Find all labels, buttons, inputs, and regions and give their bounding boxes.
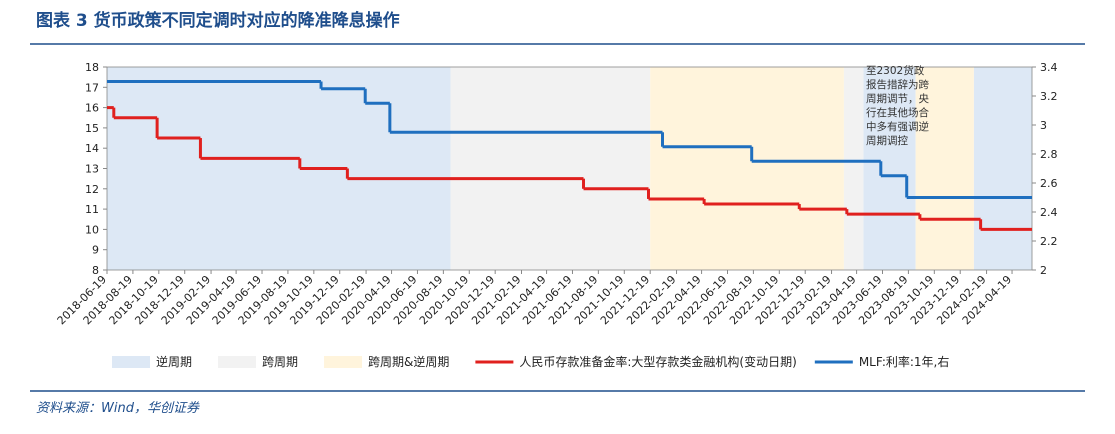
- legend-label: 跨周期&逆周期: [368, 354, 449, 369]
- y-tick-label: 9: [92, 244, 99, 257]
- y2-tick-label: 2.8: [1040, 148, 1058, 161]
- period-band: [107, 67, 451, 270]
- legend-label: MLF:利率:1年,右: [859, 354, 950, 369]
- y-tick-label: 15: [85, 122, 99, 135]
- y-tick-label: 17: [85, 81, 99, 94]
- annotation: 至2302货政报告措辞为跨周期调节，央行在其他场合中多有强调逆周期调控: [866, 65, 929, 147]
- y-tick-label: 8: [92, 264, 99, 277]
- period-band: [450, 67, 651, 270]
- legend-swatch: [324, 356, 363, 368]
- period-band: [915, 67, 974, 270]
- period-band: [863, 67, 916, 270]
- y-tick-label: 10: [85, 223, 99, 236]
- legend-swatch: [218, 356, 257, 368]
- y2-tick-label: 2.2: [1040, 235, 1058, 248]
- period-band: [843, 67, 864, 270]
- y2-tick-label: 3: [1040, 119, 1047, 132]
- y-tick-label: 16: [85, 102, 99, 115]
- y2-tick-label: 2.6: [1040, 177, 1058, 190]
- chart-title: 图表 3 货币政策不同定调时对应的降准降息操作: [36, 10, 400, 31]
- legend-label: 人民币存款准备金率:大型存款类金融机构(变动日期): [519, 354, 796, 369]
- y-tick-label: 12: [85, 183, 99, 196]
- source: 资料来源：Wind，华创证券: [36, 401, 200, 416]
- period-band: [650, 67, 844, 270]
- legend-swatch: [112, 356, 150, 368]
- y-tick-label: 14: [85, 142, 99, 155]
- y2-tick-label: 3.2: [1040, 90, 1058, 103]
- y2-tick-label: 2.4: [1040, 206, 1058, 219]
- y2-tick-label: 3.4: [1040, 61, 1058, 74]
- y2-tick-label: 2: [1040, 264, 1047, 277]
- period-band: [973, 67, 1032, 270]
- legend-label: 逆周期: [156, 354, 192, 369]
- y-tick-label: 18: [85, 61, 99, 74]
- legend-label: 跨周期: [262, 355, 298, 369]
- y-tick-label: 13: [85, 163, 99, 176]
- y-tick-label: 11: [85, 203, 99, 216]
- annotation-text: 至2302货政报告措辞为跨周期调节，央行在其他场合中多有强调逆周期调控: [866, 65, 929, 147]
